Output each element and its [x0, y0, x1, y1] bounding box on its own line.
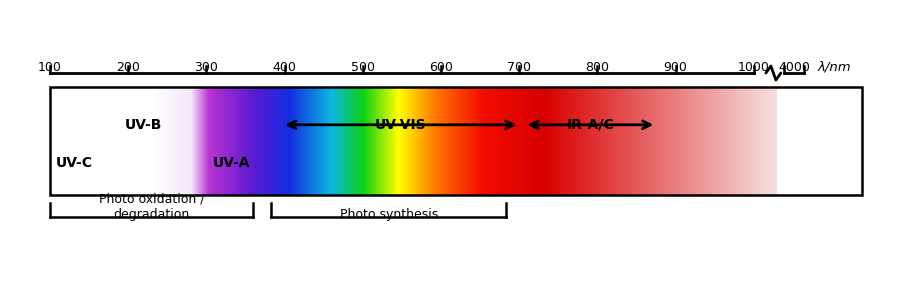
Bar: [50, 87, 862, 195]
Text: λ/nm: λ/nm: [818, 61, 852, 74]
Bar: [50, 87, 151, 195]
Text: 1000: 1000: [738, 61, 770, 74]
Text: 300: 300: [194, 61, 219, 74]
Text: Photo oxidation /
degradation: Photo oxidation / degradation: [99, 192, 204, 221]
Text: 100: 100: [38, 61, 62, 74]
Text: 500: 500: [351, 61, 375, 74]
Text: 900: 900: [664, 61, 688, 74]
Text: 4000: 4000: [778, 61, 810, 74]
Text: Photo synthesis: Photo synthesis: [339, 208, 438, 221]
Bar: [777, 87, 862, 195]
Text: 600: 600: [429, 61, 453, 74]
Text: UV-VIS: UV-VIS: [375, 118, 426, 132]
Text: UV-A: UV-A: [212, 156, 250, 170]
Text: UV-B: UV-B: [124, 118, 161, 132]
Bar: [50, 87, 862, 195]
Text: 800: 800: [586, 61, 610, 74]
Text: 200: 200: [116, 61, 141, 74]
Text: IR-A/C: IR-A/C: [567, 118, 614, 132]
Text: 700: 700: [507, 61, 532, 74]
Text: UV-C: UV-C: [55, 156, 93, 170]
Text: 400: 400: [273, 61, 297, 74]
